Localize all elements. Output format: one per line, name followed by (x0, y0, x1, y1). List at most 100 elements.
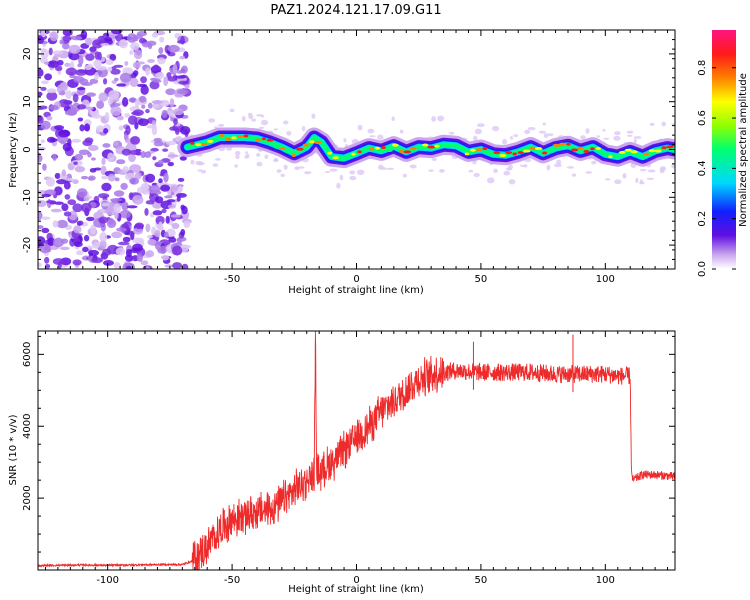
noise-blob (76, 87, 86, 91)
noise-blob (145, 223, 151, 233)
ridge-noise (399, 129, 404, 134)
spectrogram-plot-area (38, 30, 675, 269)
noise-blob (41, 216, 51, 220)
noise-blob (144, 266, 150, 269)
noise-blob (89, 51, 96, 55)
y-tick-label: -10 (22, 189, 33, 205)
noise-blob (176, 192, 187, 198)
noise-blob (46, 91, 58, 101)
noise-blob (40, 30, 47, 38)
ridge-noise (195, 160, 204, 166)
ridge-peak (512, 152, 517, 156)
ridge-noise (508, 164, 514, 170)
ridge-peak (231, 136, 237, 140)
ridge-noise (256, 161, 263, 167)
ridge-peak (302, 143, 309, 147)
noise-blob (98, 216, 109, 224)
ridge-noise (402, 173, 407, 178)
noise-blob (144, 151, 152, 158)
noise-blob (157, 57, 166, 65)
noise-blob (130, 42, 140, 51)
noise-blob (165, 215, 170, 224)
ridge-noise (671, 164, 675, 169)
ridge-peak (338, 158, 345, 162)
ridge-peak (278, 147, 285, 151)
ridge-noise (273, 128, 279, 131)
ridge-peak (499, 154, 507, 158)
colorbar: 0.0 0.2 0.4 0.6 0.8 Normalized spectral ampl… (697, 30, 749, 277)
ridge-noise (647, 169, 656, 173)
noise-blob (111, 231, 123, 239)
ridge-peak (577, 146, 584, 150)
ridge-peak (374, 146, 381, 150)
noise-blob (128, 97, 138, 103)
noise-blob (113, 262, 121, 269)
ridge-peak (612, 155, 620, 159)
ridge-noise (245, 153, 250, 158)
ridge-noise (286, 130, 292, 136)
noise-blob (104, 36, 113, 43)
y-tick-label: 20 (22, 48, 33, 61)
noise-blob (54, 125, 65, 131)
ridge-peak (654, 149, 662, 153)
noise-blob (127, 33, 137, 43)
ridge-noise (527, 126, 536, 131)
noise-blob (40, 120, 51, 130)
noise-blob (82, 139, 93, 146)
noise-blob (134, 172, 142, 180)
noise-blob (152, 79, 162, 83)
ridge-peak (249, 136, 255, 140)
noise-blob (145, 250, 155, 258)
ridge-noise (585, 128, 590, 134)
noise-blob (80, 30, 88, 39)
noise-blob (167, 154, 179, 158)
ridge-peak (427, 145, 436, 149)
noise-blob (169, 98, 175, 108)
noise-blob (74, 153, 84, 161)
noise-blob (177, 177, 185, 182)
noise-blob (56, 219, 68, 229)
noise-blob (38, 106, 44, 111)
noise-blob (166, 199, 176, 203)
ridge-peak (213, 139, 220, 143)
noise-blob (99, 232, 108, 242)
ridge-peak (440, 144, 446, 148)
noise-blob (159, 36, 165, 43)
noise-blob (101, 202, 110, 207)
ridge-noise (276, 169, 282, 173)
x-tick-label: -100 (96, 274, 119, 285)
y-tick-label: 0 (22, 146, 33, 152)
noise-blob (61, 169, 67, 177)
ridge-peak (534, 147, 543, 151)
ridge-peak (386, 149, 393, 153)
ridge-peak (284, 150, 292, 154)
ridge-peak (327, 151, 333, 155)
noise-blob (147, 102, 153, 109)
y-tick-label: 2000 (22, 485, 33, 510)
noise-blob (168, 237, 177, 243)
noise-blob (114, 77, 119, 82)
ridge-noise (491, 125, 500, 132)
noise-blob (153, 141, 164, 147)
ridge-peak (219, 133, 225, 137)
noise-blob (38, 154, 43, 163)
noise-blob (88, 249, 100, 256)
noise-blob (84, 123, 91, 132)
ridge-noise (217, 123, 225, 127)
ridge-peak (566, 142, 571, 146)
noise-blob (102, 143, 111, 148)
ridge-noise (523, 164, 528, 168)
noise-blob (149, 80, 160, 90)
noise-blob (110, 103, 121, 107)
noise-blob (136, 83, 148, 88)
ridge-noise (329, 168, 338, 172)
ridge-noise (386, 167, 394, 170)
noise-blob (38, 36, 44, 45)
noise-blob (160, 245, 167, 255)
noise-blob (67, 178, 75, 182)
ridge-peak (570, 148, 579, 152)
noise-blob (77, 220, 84, 226)
noise-blob (52, 50, 64, 55)
ridge-noise (280, 173, 285, 178)
noise-blob (116, 115, 124, 121)
